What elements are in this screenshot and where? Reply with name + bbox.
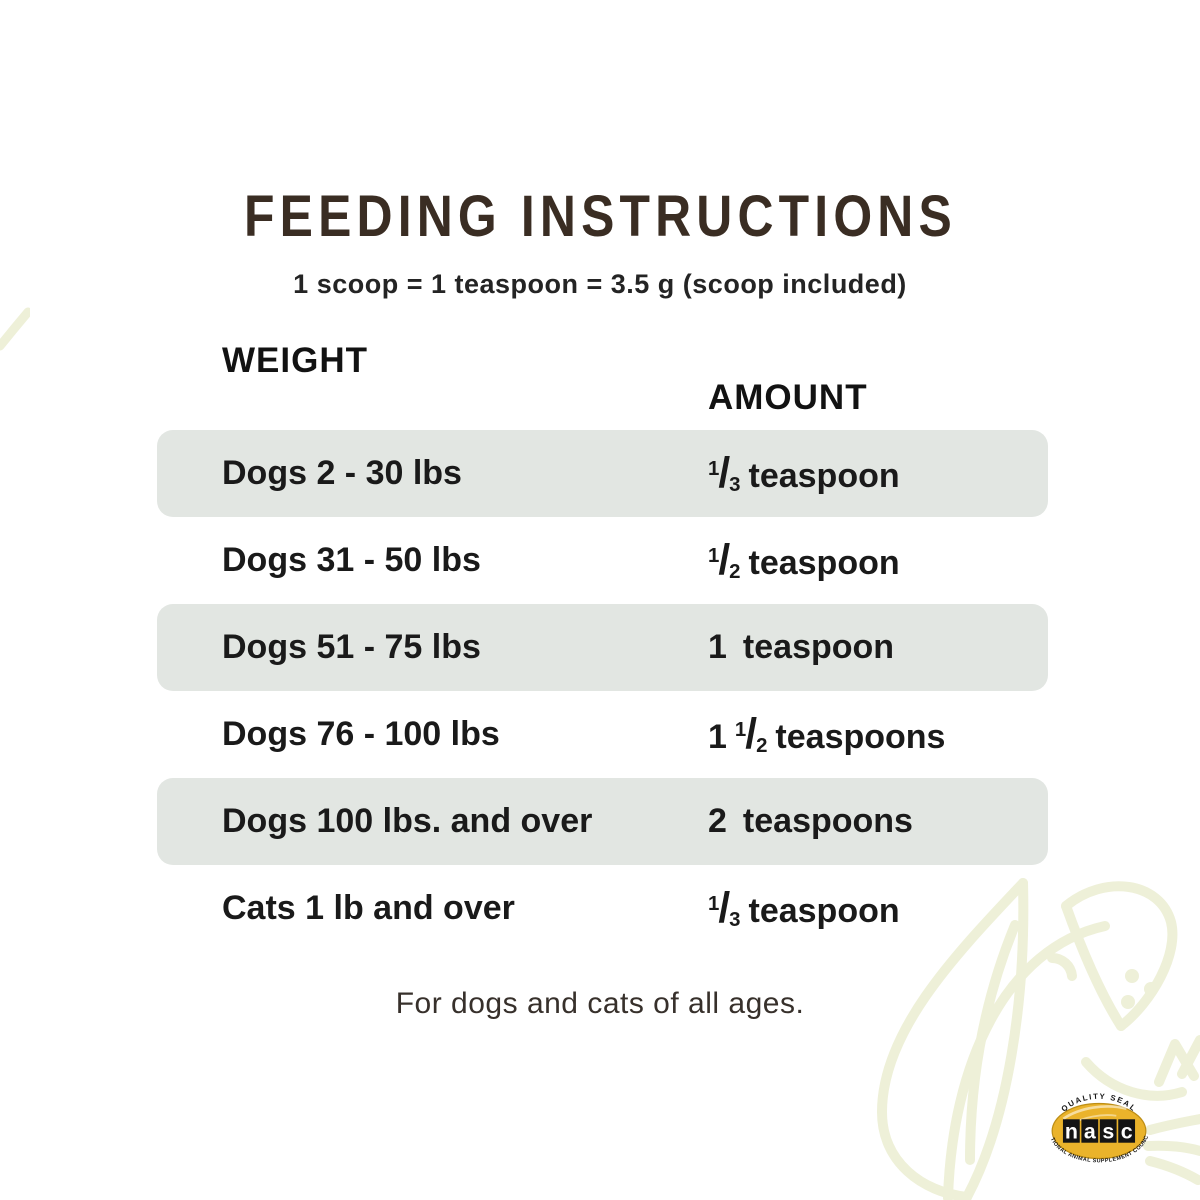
- table-row: Dogs 2 - 30 lbs 1/3 teaspoon: [157, 430, 1048, 517]
- table-row: Dogs 51 - 75 lbs 1 teaspoon: [157, 604, 1048, 691]
- seal-ellipse: [1051, 1102, 1147, 1160]
- seal-letter-c: c: [1121, 1120, 1133, 1144]
- weight-cell: Dogs 76 - 100 lbs: [222, 715, 500, 753]
- leaf-tip-watermark: [0, 307, 30, 351]
- amount-cell: 2 teaspoons: [708, 802, 913, 840]
- amount-cell: 1 1/2 teaspoons: [708, 710, 946, 758]
- weight-cell: Dogs 100 lbs. and over: [222, 802, 593, 840]
- table-row: Cats 1 lb and over 1/3 teaspoon: [157, 865, 1048, 952]
- feeding-table: Dogs 2 - 30 lbs 1/3 teaspoon Dogs 31 - 50 l…: [157, 430, 1048, 952]
- seal-letter-boxes: n a s c: [1062, 1119, 1136, 1144]
- pet-watermark: [877, 878, 1200, 1200]
- amount-cell: 1/3 teaspoon: [708, 449, 900, 497]
- nasc-quality-seal: QUALITY SEAL n a s c NATIONAL ANIMAL SUP…: [1043, 1078, 1150, 1164]
- page-title: FEEDING INSTRUCTIONS: [243, 184, 957, 249]
- amount-cell: 1 teaspoon: [708, 628, 895, 666]
- weight-cell: Dogs 31 - 50 lbs: [222, 541, 481, 579]
- weight-cell: Dogs 2 - 30 lbs: [222, 454, 462, 492]
- table-row: Dogs 76 - 100 lbs 1 1/2 teaspoons: [157, 691, 1048, 778]
- seal-letter-s: s: [1102, 1120, 1114, 1144]
- amount-cell: 1/3 teaspoon: [708, 884, 900, 932]
- weight-cell: Cats 1 lb and over: [222, 889, 515, 927]
- amount-cell: 1/2 teaspoon: [708, 536, 900, 584]
- scoop-note: 1 scoop = 1 teaspoon = 3.5 g (scoop incl…: [293, 269, 907, 299]
- fraction: 1/2: [734, 710, 768, 758]
- weight-cell: Dogs 51 - 75 lbs: [222, 628, 481, 666]
- table-row: Dogs 100 lbs. and over 2 teaspoons: [157, 778, 1048, 865]
- weight-column-header: WEIGHT: [222, 341, 368, 380]
- footer-note: For dogs and cats of all ages.: [395, 987, 805, 1020]
- fraction: 1/2: [708, 536, 741, 584]
- amount-column-header: AMOUNT: [708, 378, 868, 417]
- table-row: Dogs 31 - 50 lbs 1/2 teaspoon: [157, 517, 1048, 604]
- fraction: 1/3: [708, 884, 741, 932]
- seal-letter-n: n: [1065, 1120, 1078, 1144]
- seal-letter-a: a: [1084, 1120, 1097, 1144]
- fraction: 1/3: [708, 449, 741, 497]
